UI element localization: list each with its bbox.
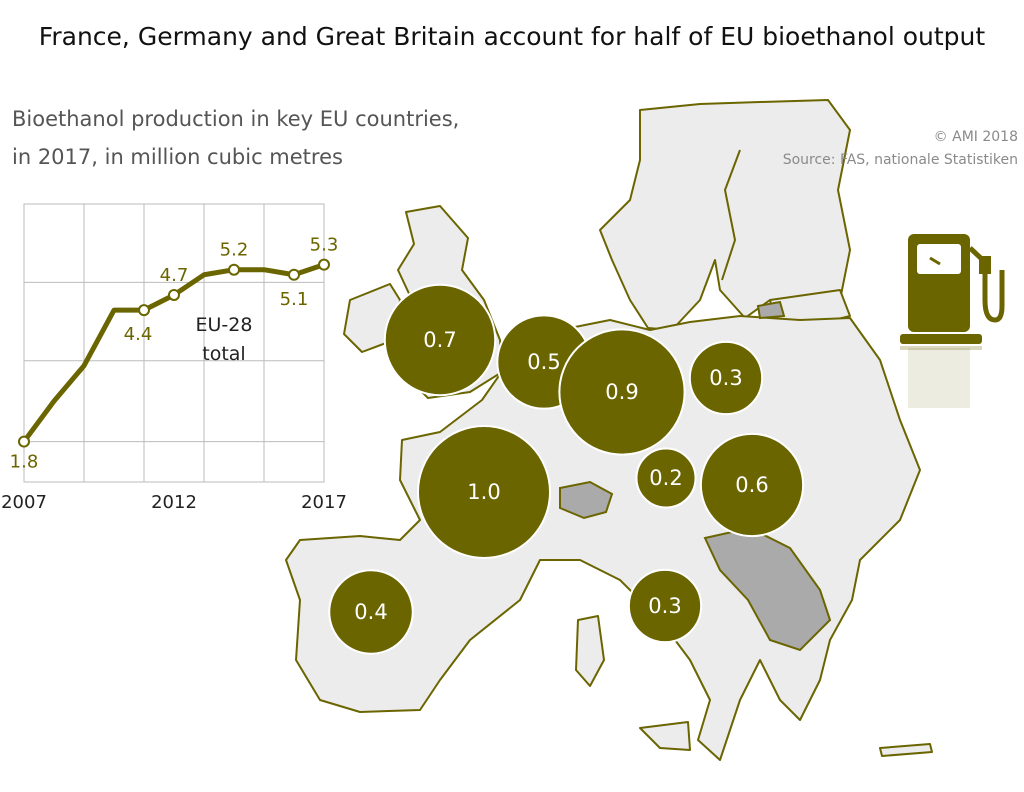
bubble-circle xyxy=(558,328,686,456)
data-point xyxy=(138,304,150,317)
data-point xyxy=(18,435,30,448)
subtitle-line-1: Bioethanol production in key EU countrie… xyxy=(12,107,460,131)
sicily-shape xyxy=(639,721,691,751)
bubble-circle xyxy=(699,432,805,538)
line-chart-series xyxy=(18,258,330,448)
line-chart-labels: 1.8 4.4 4.7 5.2 5.1 5.3 2007 2012 2017 xyxy=(1,235,347,513)
data-point xyxy=(288,268,300,281)
bubble-label: 0.5 xyxy=(527,350,560,374)
bubble-layer: 0.7 0.5 0.9 0.3 1.0 0.2 0.6 0.4 0.3 xyxy=(328,283,805,655)
western-balkans-shape xyxy=(703,526,832,652)
data-label: 5.1 xyxy=(280,289,309,310)
bubble-circle xyxy=(688,340,764,416)
bubble-germany: 0.9 xyxy=(558,328,686,456)
bubble-label: 0.3 xyxy=(709,366,742,390)
bubble-label: 0.3 xyxy=(648,594,681,618)
data-point xyxy=(228,263,240,276)
bubble-circle xyxy=(417,425,551,559)
data-label: 1.8 xyxy=(10,452,39,473)
scandinavia-shape xyxy=(599,99,851,331)
bubble-austria: 0.2 xyxy=(635,447,697,509)
data-point xyxy=(168,288,180,301)
bubble-circle xyxy=(328,569,414,655)
gulf-of-bothnia-line xyxy=(721,149,741,281)
kaliningrad-shape xyxy=(756,300,786,320)
annotation-line-2: total xyxy=(202,343,245,365)
bubble-united-kingdom: 0.7 xyxy=(383,283,497,397)
line-chart-grid xyxy=(23,203,325,483)
annotation-line-1: EU-28 xyxy=(196,314,253,336)
plot-frame xyxy=(23,203,325,483)
data-label: 4.4 xyxy=(124,324,153,345)
bubble-poland: 0.3 xyxy=(688,340,764,416)
bubble-circle xyxy=(627,568,703,644)
bubble-label: 0.9 xyxy=(605,380,638,404)
chart-subtitle: Bioethanol production in key EU countrie… xyxy=(12,100,459,176)
data-label: 4.7 xyxy=(160,265,189,286)
bubble-label: 0.2 xyxy=(649,466,682,490)
subtitle-line-2: in 2017, in million cubic metres xyxy=(12,145,343,169)
bubble-spain: 0.4 xyxy=(328,569,414,655)
bubble-circle xyxy=(635,447,697,509)
bubble-label: 0.6 xyxy=(735,473,768,497)
x-tick-label: 2007 xyxy=(1,492,47,513)
data-label: 5.2 xyxy=(220,240,249,261)
non-eu-regions xyxy=(559,300,832,652)
bubble-hungary: 0.6 xyxy=(699,432,805,538)
bubble-label: 1.0 xyxy=(467,480,500,504)
credits: © AMI 2018 Source: FAS, nationale Statis… xyxy=(783,126,1018,172)
crete-shape xyxy=(879,743,933,757)
data-point xyxy=(318,258,330,271)
map-land xyxy=(285,99,933,761)
bubble-circle xyxy=(383,283,497,397)
x-tick-label: 2017 xyxy=(301,492,347,513)
chart-title: France, Germany and Great Britain accoun… xyxy=(38,22,986,51)
switzerland-shape xyxy=(559,480,614,520)
copyright-text: © AMI 2018 xyxy=(933,129,1018,145)
x-tick-label: 2012 xyxy=(151,492,197,513)
bubble-france: 1.0 xyxy=(417,425,551,559)
fuel-pump-icon xyxy=(900,234,1005,408)
data-label: 5.3 xyxy=(310,235,339,256)
bubble-label: 0.4 xyxy=(354,600,387,624)
continental-europe-shape xyxy=(285,315,921,761)
source-text: Source: FAS, nationale Statistiken xyxy=(782,152,1018,168)
bubble-label: 0.7 xyxy=(423,328,456,352)
bubble-italy: 0.3 xyxy=(627,568,703,644)
sardinia-shape xyxy=(575,615,605,687)
